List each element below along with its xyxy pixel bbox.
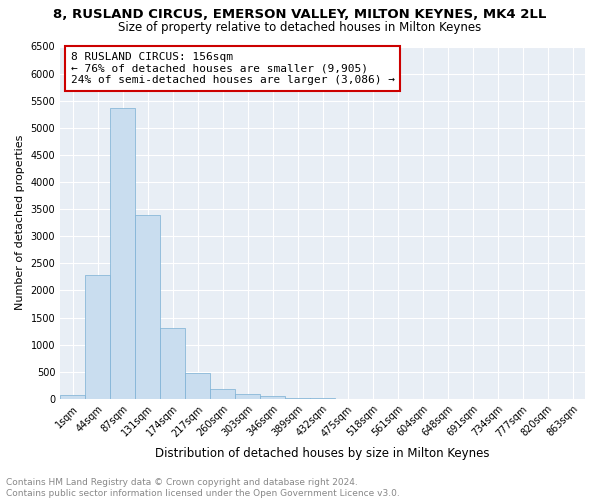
Bar xyxy=(285,398,310,399)
Bar xyxy=(85,275,110,399)
Bar xyxy=(110,108,135,399)
Bar xyxy=(60,395,85,399)
Bar xyxy=(135,215,160,399)
Text: 8 RUSLAND CIRCUS: 156sqm
← 76% of detached houses are smaller (9,905)
24% of sem: 8 RUSLAND CIRCUS: 156sqm ← 76% of detach… xyxy=(71,52,395,85)
Bar xyxy=(185,373,210,399)
X-axis label: Distribution of detached houses by size in Milton Keynes: Distribution of detached houses by size … xyxy=(155,447,490,460)
Bar xyxy=(260,396,285,399)
Text: Contains HM Land Registry data © Crown copyright and database right 2024.
Contai: Contains HM Land Registry data © Crown c… xyxy=(6,478,400,498)
Bar xyxy=(235,394,260,399)
Y-axis label: Number of detached properties: Number of detached properties xyxy=(15,135,25,310)
Text: Size of property relative to detached houses in Milton Keynes: Size of property relative to detached ho… xyxy=(118,21,482,34)
Bar xyxy=(210,389,235,399)
Text: 8, RUSLAND CIRCUS, EMERSON VALLEY, MILTON KEYNES, MK4 2LL: 8, RUSLAND CIRCUS, EMERSON VALLEY, MILTO… xyxy=(53,8,547,20)
Bar xyxy=(160,328,185,399)
